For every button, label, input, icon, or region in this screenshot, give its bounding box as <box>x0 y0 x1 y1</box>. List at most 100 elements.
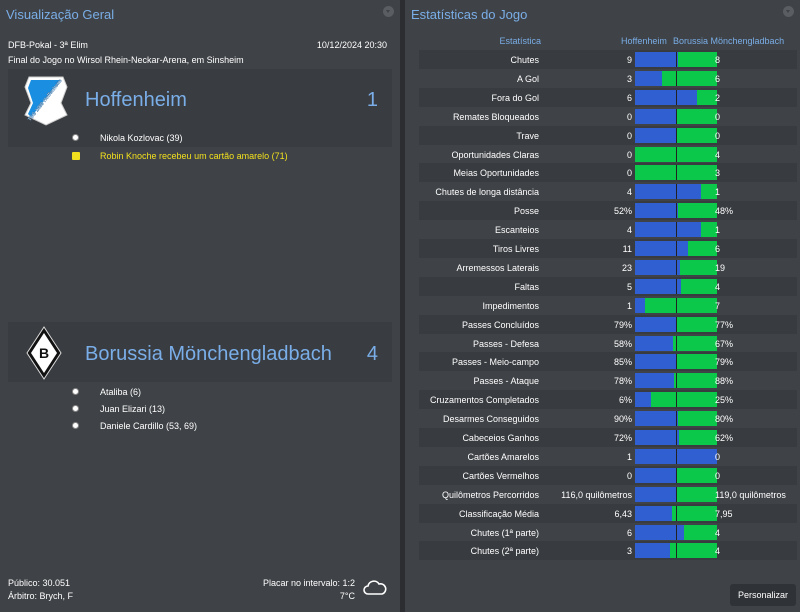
stat-bar <box>635 184 717 200</box>
bar-midline <box>676 278 677 294</box>
home-bar-fill <box>635 373 674 389</box>
away-value: 8 <box>715 55 721 65</box>
home-value: 0 <box>626 149 632 160</box>
stat-bar <box>635 373 717 389</box>
bar-midline <box>676 203 677 219</box>
stat-row: Passes - Ataque 78% 88% <box>419 371 797 390</box>
home-bar-fill <box>635 335 674 351</box>
home-bar-fill <box>635 89 697 105</box>
stat-bar <box>635 127 717 143</box>
stat-row: Classificação Média 6,43 7,95 <box>419 503 797 523</box>
stat-label: Oportunidades Claras <box>451 149 539 160</box>
stat-row: Cruzamentos Completados 6% 25% <box>419 390 797 410</box>
bar-midline <box>676 89 677 105</box>
home-value: 9 <box>626 55 632 65</box>
bar-midline <box>676 52 677 67</box>
home-bar-fill <box>635 108 676 124</box>
stat-bar <box>635 430 717 445</box>
panel-menu-icon[interactable] <box>383 6 394 17</box>
away-value: 6 <box>715 244 721 254</box>
home-value: 0 <box>626 111 632 122</box>
home-value: 0 <box>626 470 632 481</box>
home-value: 5 <box>626 281 632 292</box>
stat-label: Quilômetros Percorridos <box>441 489 539 500</box>
stat-bar <box>635 165 717 181</box>
customize-button[interactable]: Personalizar <box>729 584 796 606</box>
goal-event: Juan Elizari (13) <box>8 401 392 418</box>
stat-label: Escanteios <box>494 225 539 236</box>
stat-bar <box>635 524 717 540</box>
home-bar-fill <box>635 184 701 200</box>
stat-row: Impedimentos 1 7 <box>419 296 797 315</box>
away-value: 1 <box>715 225 721 236</box>
away-value: 25% <box>715 395 734 406</box>
stat-row: Cartões Vermelhos 0 0 <box>419 465 797 485</box>
home-bar-fill <box>635 392 651 408</box>
home-value: 78% <box>613 376 632 387</box>
event-text[interactable]: Nikola Kozlovac (39) <box>100 133 183 143</box>
home-bar-fill <box>635 505 672 521</box>
away-value: 77% <box>715 319 734 330</box>
bar-midline <box>676 165 677 181</box>
stat-row: Tiros Livres 11 6 <box>419 239 797 258</box>
home-value: 85% <box>613 357 632 368</box>
away-value: 119,0 quilômetros <box>715 489 786 500</box>
away-team-name[interactable]: Borussia Mönchengladbach <box>85 343 332 365</box>
stat-row: Chutes (2ª parte) 3 4 <box>419 541 797 561</box>
event-text[interactable]: Ataliba (6) <box>100 387 142 397</box>
home-value: 3 <box>626 546 632 557</box>
stat-row: Posse 52% 48% <box>419 201 797 221</box>
ball-icon <box>72 134 79 141</box>
card-event: Robin Knoche recebeu um cartão amarelo (… <box>8 148 392 165</box>
goal-event: Ataliba (6) <box>8 384 392 401</box>
stat-bar <box>635 241 717 256</box>
home-value: 3 <box>626 73 632 84</box>
stat-label: Faltas <box>514 281 539 292</box>
stat-bar <box>635 316 717 332</box>
stat-label: Remates Bloqueados <box>452 111 539 122</box>
stat-bar <box>635 543 717 559</box>
home-bar-fill <box>635 486 676 502</box>
goal-event: Nikola Kozlovac (39) <box>8 130 392 147</box>
home-value: 58% <box>613 338 632 349</box>
home-bar-fill <box>635 203 678 219</box>
away-value: 19 <box>715 262 726 273</box>
stat-bar <box>635 222 717 238</box>
home-bar-fill <box>635 52 679 67</box>
away-value: 6 <box>715 73 721 84</box>
goal-event: Daniele Cardillo (53, 69) <box>8 418 392 435</box>
gladbach-badge-icon: B <box>26 326 62 380</box>
event-text[interactable]: Robin Knoche recebeu um cartão amarelo (… <box>100 151 288 161</box>
home-value: 4 <box>626 225 632 236</box>
home-value: 72% <box>613 433 632 443</box>
stat-row: Cartões Amarelos 1 0 <box>419 447 797 466</box>
stat-bar <box>635 467 717 483</box>
stat-row: A Gol 3 6 <box>419 69 797 88</box>
home-team-name[interactable]: Hoffenheim <box>85 89 187 111</box>
event-text[interactable]: Juan Elizari (13) <box>100 404 166 414</box>
away-team-block: B Borussia Mönchengladbach 4 <box>8 322 392 382</box>
stat-label: Passes - Meio-campo <box>451 357 539 368</box>
bar-midline <box>676 222 677 238</box>
home-value: 1 <box>626 451 632 462</box>
event-text[interactable]: Daniele Cardillo (53, 69) <box>100 421 198 431</box>
stat-label: Desarmes Conseguidos <box>442 414 539 425</box>
home-score: 1 <box>366 89 378 111</box>
bar-midline <box>676 108 677 124</box>
stat-label: Arremessos Laterais <box>456 262 539 273</box>
home-value: 6% <box>618 395 632 406</box>
stat-row: Arremessos Laterais 23 19 <box>419 258 797 277</box>
bar-midline <box>676 127 677 143</box>
stat-row: Passes Concluídos 79% 77% <box>419 314 797 334</box>
away-value: 7,95 <box>715 508 733 519</box>
stat-bar <box>635 89 717 105</box>
stat-label: Trave <box>516 130 539 141</box>
stat-bar <box>635 108 717 124</box>
competition: DFB-Pokal - 3ª Elim <box>8 40 88 50</box>
away-value: 1 <box>715 187 721 198</box>
bar-midline <box>676 486 677 502</box>
stat-label: Passes - Defesa <box>472 338 539 349</box>
panel-menu-icon[interactable] <box>783 6 794 17</box>
home-value: 23 <box>621 262 632 273</box>
stat-row: Meias Oportunidades 0 3 <box>419 163 797 183</box>
